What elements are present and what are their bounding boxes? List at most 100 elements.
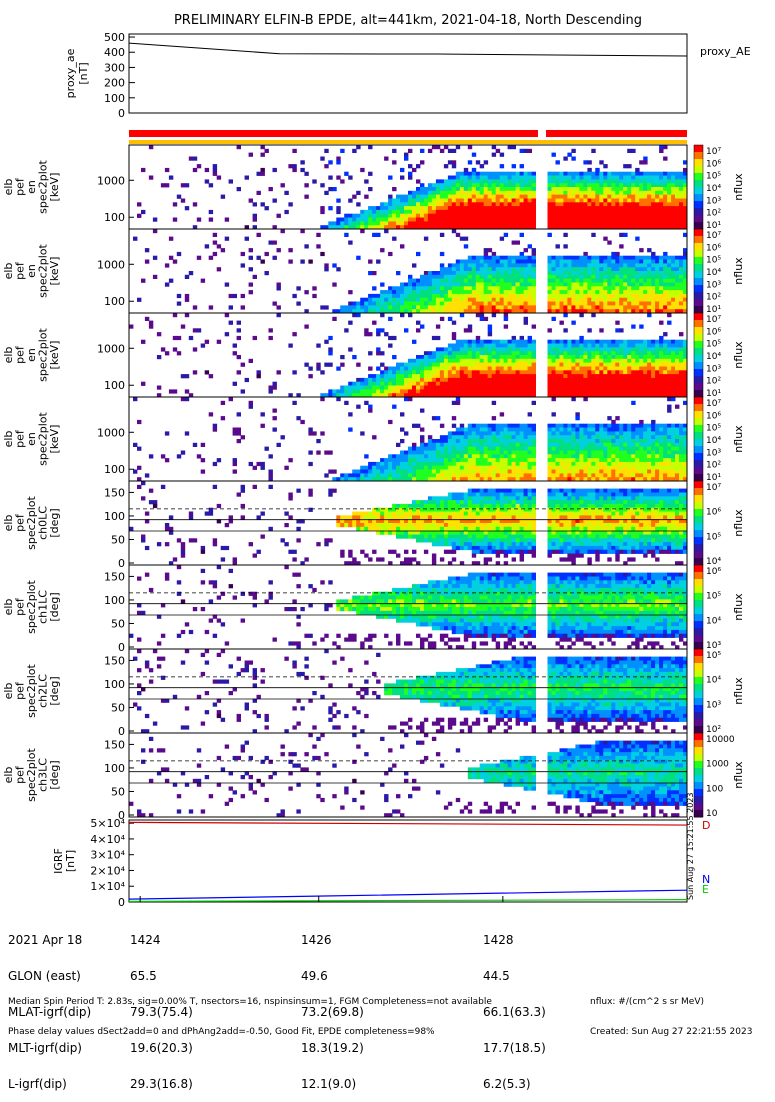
spectrogram-cell [424, 202, 428, 206]
spectrogram-cell [436, 279, 440, 283]
spectrogram-cell [619, 382, 623, 386]
spectrogram-cell [663, 363, 667, 367]
spectrogram-cell [635, 199, 639, 203]
spectrogram-cell [476, 256, 480, 260]
spectrogram-cell [508, 451, 512, 455]
spectrogram-cell [408, 470, 412, 474]
spectrogram-cell [619, 214, 623, 218]
spectrogram-cell [528, 305, 532, 309]
spectrogram-cell [193, 202, 197, 206]
spectrogram-cell [571, 263, 575, 267]
spectrogram-cell [444, 179, 448, 183]
spectrogram-cell [488, 176, 492, 180]
spectrogram-cell [615, 283, 619, 287]
spectrogram-cell [508, 218, 512, 222]
spectrogram-cell [504, 443, 508, 447]
spectrogram-cell [675, 382, 679, 386]
spectrogram-cell [372, 298, 376, 302]
spectrogram-cell [520, 336, 524, 340]
spectrogram-cell [436, 336, 440, 340]
spectrogram-cell [587, 458, 591, 462]
spectrogram-cell [416, 424, 420, 428]
spectrogram-cell [444, 206, 448, 210]
spectrogram-cell [396, 214, 400, 218]
spectrogram-cell [512, 355, 516, 359]
spectrogram-cell [432, 202, 436, 206]
spectrogram-cell [599, 447, 603, 451]
spectrogram-cell [249, 359, 253, 363]
spectrogram-cell [679, 187, 683, 191]
colorbar-tick-label: 10⁴ [706, 268, 721, 278]
spectrogram-cell [324, 164, 328, 168]
spectrogram-cell [591, 233, 595, 237]
spectrogram-cell [432, 451, 436, 455]
spectrogram-cell [412, 374, 416, 378]
spectrogram-cell [500, 298, 504, 302]
spectrogram-cell [380, 389, 384, 393]
spectrogram-cell [659, 367, 663, 371]
colorbar-segment [694, 331, 703, 335]
spectrogram-cell [671, 172, 675, 176]
spectrogram-cell [635, 351, 639, 355]
spectrogram-cell [464, 244, 468, 248]
spectrogram-cell [591, 351, 595, 355]
spectrogram-cell [627, 210, 631, 214]
spectrogram-cell [643, 176, 647, 180]
spectrogram-cell [468, 256, 472, 260]
spectrogram-cell [444, 347, 448, 351]
spectrogram-cell [619, 263, 623, 267]
spectrogram-cell [520, 439, 524, 443]
spectrogram-cell [599, 286, 603, 290]
spectrogram-cell [520, 283, 524, 287]
spectrogram-cell [400, 367, 404, 371]
spectrogram-cell [388, 378, 392, 382]
spectrogram-cell [532, 214, 536, 218]
spectrogram-cell [623, 363, 627, 367]
spectrogram-cell [380, 248, 384, 252]
spectrogram-cell [460, 439, 464, 443]
spectrogram-cell [615, 202, 619, 206]
spectrogram-cell [524, 195, 528, 199]
spectrogram-cell [667, 454, 671, 458]
spectrogram-cell [679, 202, 683, 206]
spectrogram-cell [368, 351, 372, 355]
spectrogram-cell [655, 206, 659, 210]
spectrogram-cell [476, 462, 480, 466]
spectrogram-cell [173, 313, 177, 317]
spectrogram-cell [456, 183, 460, 187]
spectrogram-cell [412, 218, 416, 222]
spectrogram-cell [500, 359, 504, 363]
spectrogram-cell [655, 256, 659, 260]
spectrogram-cell [456, 435, 460, 439]
spectrogram-cell [364, 328, 368, 332]
spectrogram-cell [492, 424, 496, 428]
spectrogram-cell [524, 321, 528, 325]
spectrogram-cell [308, 260, 312, 264]
spectrogram-cell [460, 458, 464, 462]
spectrogram-cell [444, 355, 448, 359]
spectrogram-cell [420, 290, 424, 294]
spectrogram-cell [651, 359, 655, 363]
spectrogram-cell [556, 435, 560, 439]
spectrogram-cell [659, 382, 663, 386]
spectrogram-cell [400, 458, 404, 462]
spectrogram-cell [336, 267, 340, 271]
spectrogram-cell [416, 305, 420, 309]
spectrogram-cell [428, 466, 432, 470]
spectrogram-cell [500, 218, 504, 222]
spectrogram-cell [524, 248, 528, 252]
spectrogram-cell [607, 218, 611, 222]
spectrogram-cell [360, 305, 364, 309]
spectrogram-cell [663, 454, 667, 458]
spectrogram-cell [655, 359, 659, 363]
spectrogram-cell [492, 275, 496, 279]
spectrogram-cell [655, 435, 659, 439]
spectrogram-cell [575, 176, 579, 180]
spectrogram-cell [639, 267, 643, 271]
spectrogram-cell [575, 443, 579, 447]
spectrogram-cell [679, 267, 683, 271]
spectrogram-cell [639, 183, 643, 187]
spectrogram-cell [344, 401, 348, 405]
spectrogram-cell [480, 451, 484, 455]
spectrogram-cell [528, 473, 532, 477]
